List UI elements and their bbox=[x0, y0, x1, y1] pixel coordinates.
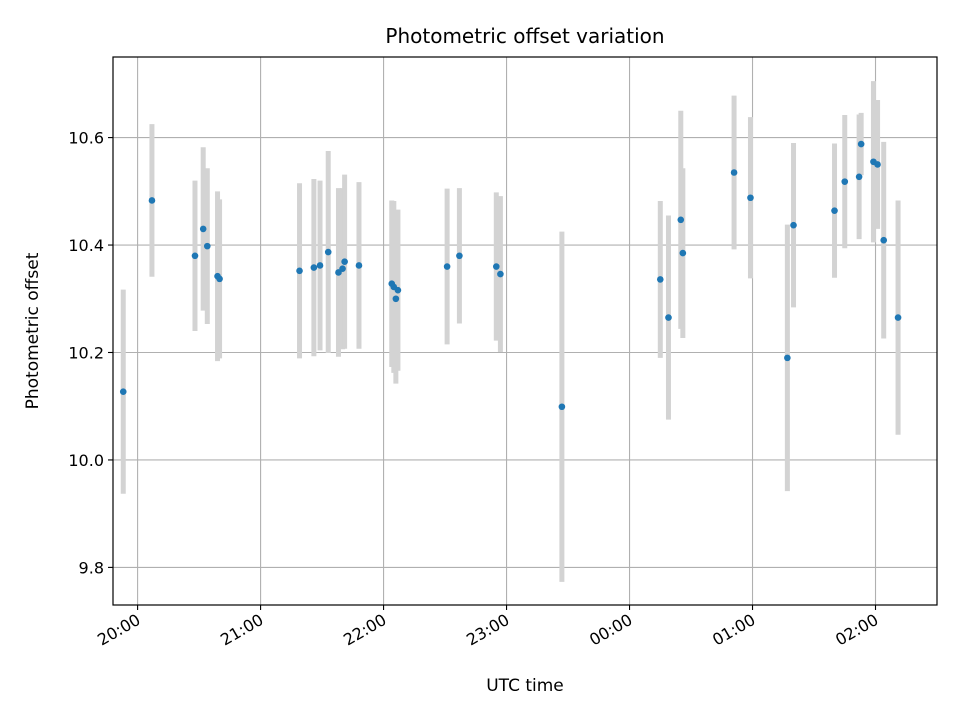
data-point bbox=[880, 236, 888, 244]
y-tick-label: 9.8 bbox=[79, 558, 104, 577]
data-point bbox=[677, 216, 685, 224]
x-axis-label: UTC time bbox=[486, 676, 564, 696]
y-tick-label: 10.0 bbox=[68, 451, 104, 470]
data-point bbox=[394, 286, 402, 294]
chart-title: Photometric offset variation bbox=[385, 24, 664, 48]
data-point bbox=[199, 225, 207, 233]
data-point bbox=[497, 270, 504, 278]
point-layer bbox=[119, 140, 902, 411]
data-point bbox=[841, 178, 849, 185]
data-point bbox=[656, 276, 664, 283]
data-point bbox=[558, 403, 566, 411]
data-point bbox=[665, 314, 672, 321]
data-point bbox=[324, 248, 332, 256]
data-point bbox=[310, 264, 318, 271]
data-point bbox=[747, 194, 754, 202]
data-point bbox=[493, 263, 500, 270]
data-point bbox=[874, 161, 881, 168]
data-point bbox=[894, 314, 902, 321]
data-point bbox=[831, 207, 838, 214]
plot-frame bbox=[112, 56, 938, 606]
data-point bbox=[316, 262, 324, 269]
data-point bbox=[203, 242, 211, 250]
data-point bbox=[784, 354, 791, 362]
data-point bbox=[456, 252, 463, 260]
y-tick-label: 10.2 bbox=[68, 343, 104, 362]
data-point bbox=[730, 169, 738, 176]
data-point bbox=[119, 388, 127, 396]
data-point bbox=[191, 252, 199, 260]
data-point bbox=[148, 197, 156, 204]
y-tick-label: 10.6 bbox=[68, 129, 104, 148]
data-point bbox=[296, 267, 303, 275]
data-point bbox=[341, 258, 348, 265]
y-tick-label: 10.4 bbox=[68, 236, 104, 255]
y-axis-label: Photometric offset bbox=[23, 252, 43, 409]
data-point bbox=[339, 265, 346, 272]
data-point bbox=[790, 221, 797, 229]
data-point bbox=[443, 263, 451, 270]
data-point bbox=[679, 249, 687, 257]
data-point bbox=[855, 173, 863, 181]
data-point bbox=[857, 140, 865, 148]
data-point bbox=[392, 295, 400, 303]
data-point bbox=[355, 262, 363, 269]
data-point bbox=[216, 275, 223, 283]
